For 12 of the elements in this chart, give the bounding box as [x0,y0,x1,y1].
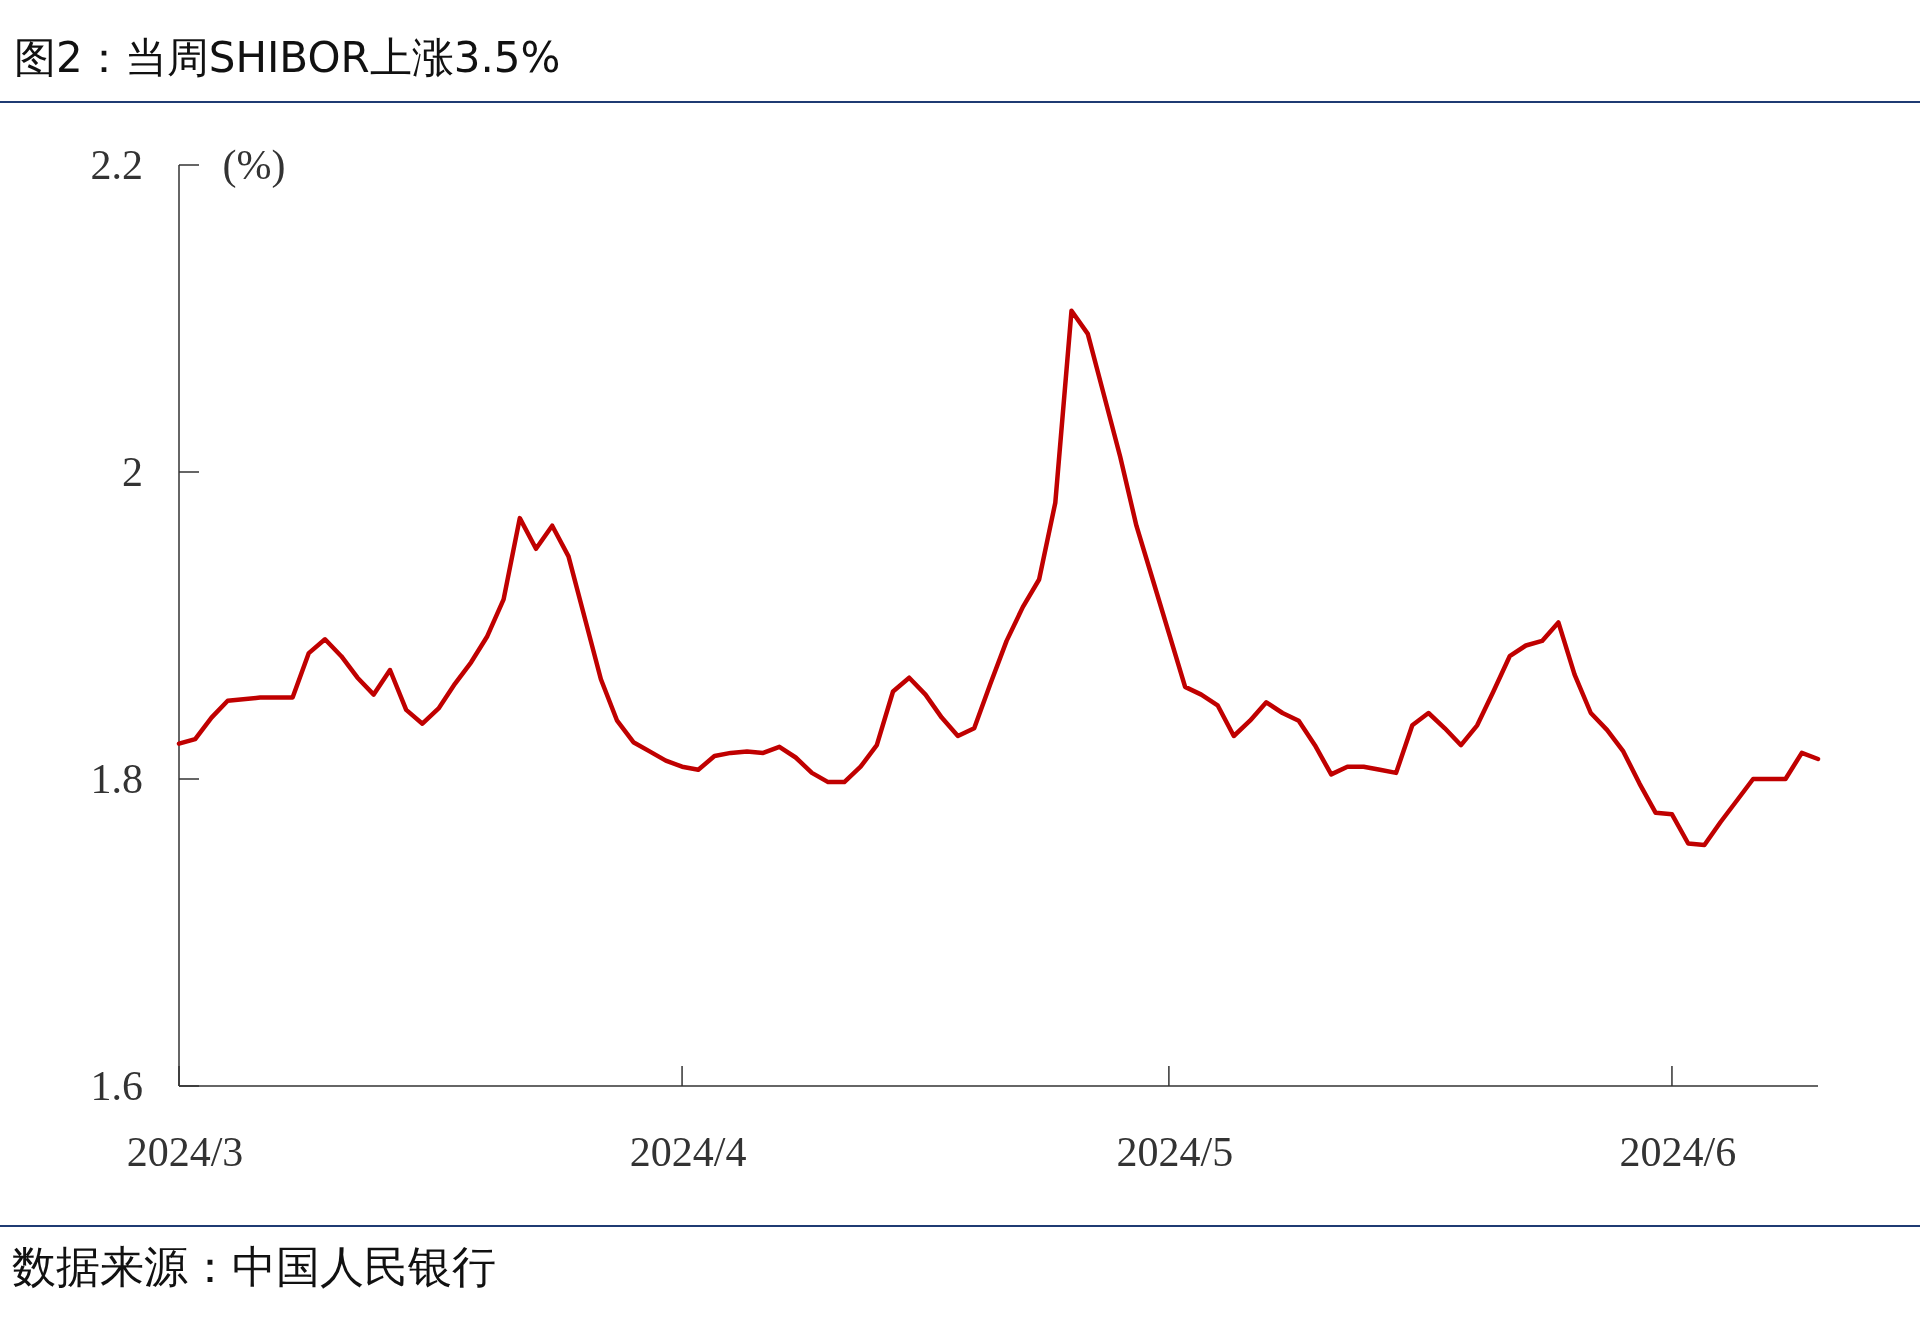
y-tick-label: 2.2 [90,142,143,188]
x-tick-label: 2024/5 [1116,1129,1234,1175]
line-series [176,308,1821,848]
y-tick-label: 1.8 [90,756,143,802]
y-tick-label: 2 [122,449,143,495]
chart-title: 图2：当周SHIBOR上涨3.5% [14,33,561,82]
y-axis-title: (%) [222,142,286,189]
x-tick-label: 2024/6 [1619,1129,1737,1175]
source-note: 数据来源：中国人民银行 [12,1241,496,1292]
x-tick-label: 2024/3 [126,1129,244,1175]
y-tick-label: 1.6 [90,1063,143,1109]
x-tick-label: 2024/4 [629,1129,747,1175]
